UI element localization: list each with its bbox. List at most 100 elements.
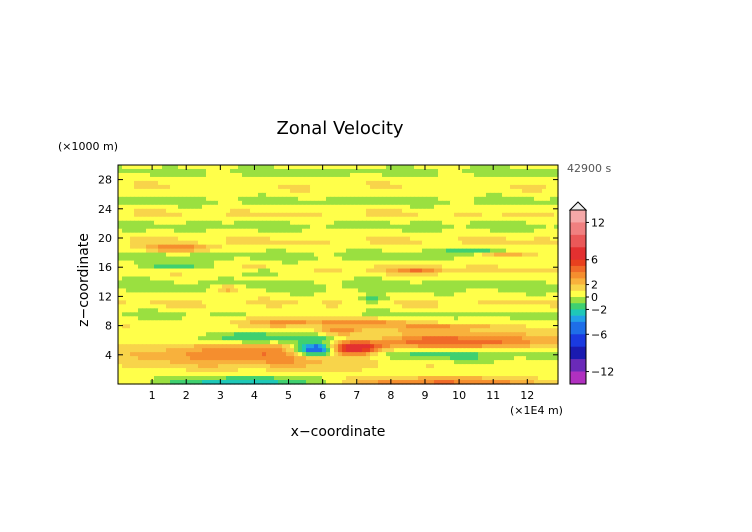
heatmap-cell (278, 208, 283, 214)
heatmap-cell (494, 308, 499, 313)
heatmap-cell (182, 172, 187, 178)
heatmap-cell (350, 292, 355, 297)
heatmap-cell (338, 244, 343, 250)
heatmap-cell (210, 196, 215, 202)
heatmap-cell (122, 204, 127, 210)
heatmap-cell (418, 288, 423, 294)
heatmap-cell (134, 216, 139, 222)
heatmap-cell (190, 165, 195, 170)
heatmap-cell (530, 296, 535, 301)
heatmap-cell (450, 308, 455, 313)
heatmap-cell (362, 312, 367, 317)
heatmap-cell (218, 280, 223, 286)
heatmap-cell (494, 228, 499, 234)
heatmap-cell (370, 332, 375, 337)
heatmap-cell (198, 308, 203, 313)
heatmap-cell (470, 180, 475, 186)
heatmap-cell (122, 208, 127, 214)
heatmap-cell (142, 300, 147, 305)
heatmap-cell (346, 172, 351, 178)
heatmap-cell (474, 192, 479, 198)
heatmap-cell (378, 244, 383, 250)
heatmap-cell (146, 196, 151, 202)
heatmap-cell (514, 332, 519, 337)
heatmap-cell (434, 280, 439, 286)
heatmap-cell (230, 240, 235, 246)
heatmap-cell (178, 336, 183, 341)
heatmap-cell (230, 236, 235, 242)
heatmap-cell (418, 284, 423, 290)
heatmap-cell (278, 332, 283, 337)
heatmap-cell (238, 184, 243, 190)
heatmap-cell (134, 252, 139, 258)
heatmap-cell (274, 192, 279, 198)
heatmap-cell (226, 208, 231, 214)
heatmap-cell (350, 328, 355, 333)
heatmap-cell (446, 308, 451, 313)
heatmap-cell (370, 284, 375, 290)
heatmap-cell (218, 184, 223, 190)
heatmap-cell (166, 212, 171, 218)
heatmap-cell (362, 276, 367, 282)
heatmap-cell (414, 236, 419, 242)
heatmap-cell (142, 244, 147, 250)
heatmap-cell (194, 216, 199, 222)
heatmap-cell (242, 196, 247, 202)
heatmap-cell (402, 208, 407, 214)
heatmap-cell (342, 212, 347, 218)
heatmap-cell (398, 320, 403, 325)
heatmap-cell (362, 240, 367, 246)
heatmap-cell (222, 180, 227, 186)
heatmap-cell (190, 344, 195, 349)
heatmap-cell (514, 316, 519, 321)
heatmap-cell (366, 332, 371, 337)
heatmap-cell (218, 256, 223, 262)
heatmap-cell (258, 232, 263, 238)
heatmap-cell (418, 172, 423, 178)
heatmap-cell (122, 260, 127, 266)
heatmap-cell (450, 332, 455, 337)
heatmap-cell (370, 308, 375, 313)
heatmap-cell (406, 340, 411, 345)
heatmap-cell (414, 256, 419, 262)
heatmap-cell (438, 284, 443, 290)
heatmap-cell (254, 200, 259, 206)
heatmap-cell (246, 340, 251, 345)
heatmap-cell (514, 204, 519, 210)
heatmap-cell (430, 212, 435, 218)
heatmap-cell (554, 240, 559, 246)
heatmap-cell (142, 276, 147, 282)
heatmap-cell (542, 272, 547, 278)
heatmap-cell (446, 232, 451, 238)
heatmap-cell (314, 300, 319, 305)
heatmap-cell (174, 280, 179, 286)
heatmap-cell (162, 324, 167, 329)
heatmap-cell (166, 244, 171, 250)
heatmap-cell (162, 304, 167, 309)
heatmap-cell (382, 212, 387, 218)
heatmap-cell (286, 328, 291, 333)
heatmap-cell (366, 300, 371, 305)
heatmap-cell (322, 196, 327, 202)
heatmap-cell (390, 180, 395, 186)
heatmap-cell (538, 204, 543, 210)
heatmap-cell (462, 260, 467, 266)
heatmap-cell (298, 264, 303, 270)
heatmap-cell (322, 172, 327, 178)
heatmap-cell (298, 312, 303, 317)
heatmap-cell (242, 344, 247, 349)
heatmap-cell (122, 252, 127, 258)
heatmap-cell (482, 244, 487, 250)
heatmap-cell (282, 184, 287, 190)
heatmap-cell (310, 165, 315, 170)
heatmap-cell (334, 324, 339, 329)
heatmap-cell (554, 280, 559, 286)
heatmap-cell (222, 300, 227, 305)
heatmap-cell (554, 180, 559, 186)
heatmap-cell (542, 320, 547, 325)
heatmap-cell (478, 296, 483, 301)
heatmap-cell (210, 260, 215, 266)
heatmap-cell (446, 172, 451, 178)
heatmap-cell (246, 276, 251, 282)
heatmap-cell (398, 264, 403, 270)
